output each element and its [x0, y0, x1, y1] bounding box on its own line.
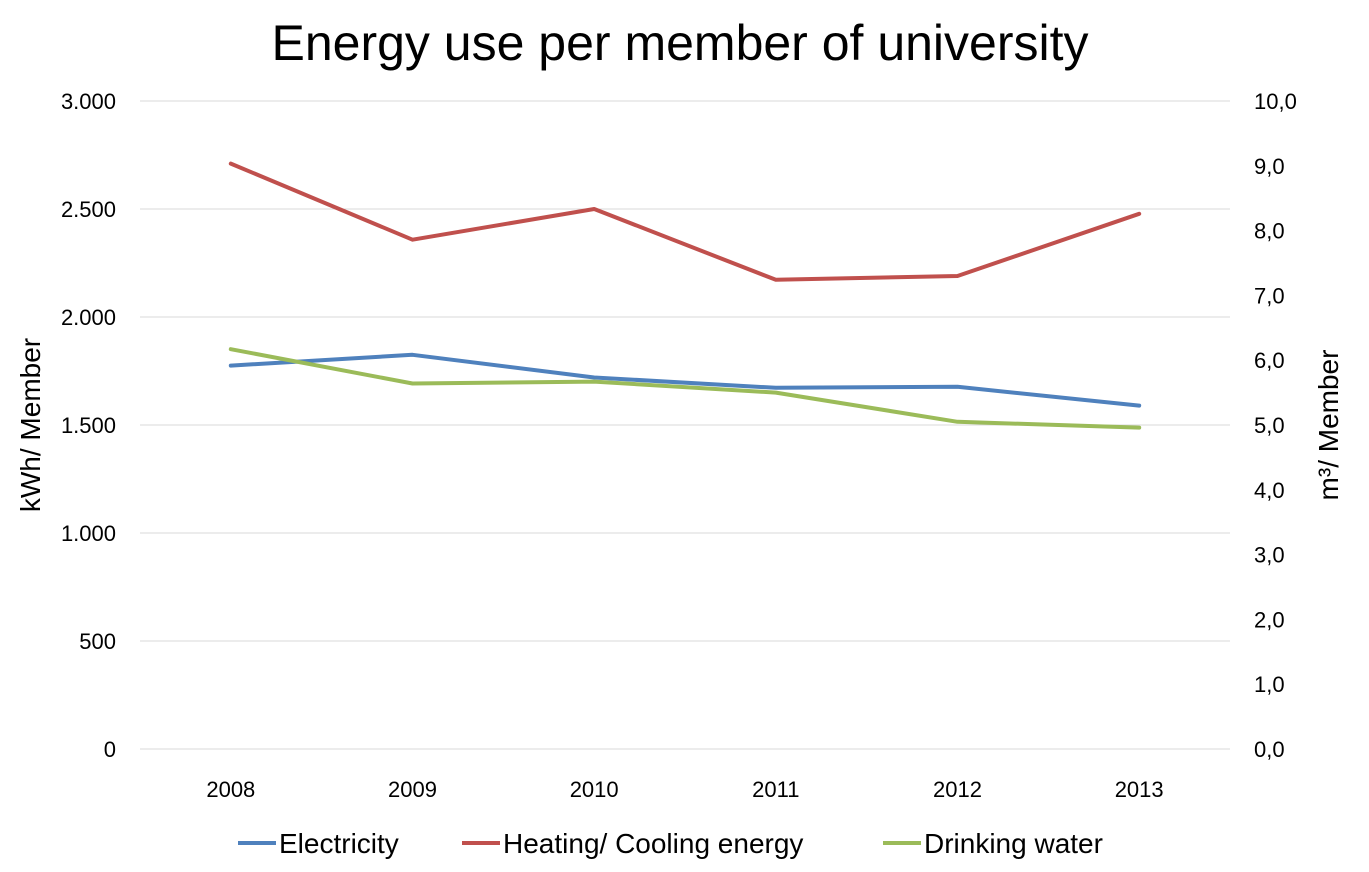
- left-tick-label: 3.000: [61, 89, 116, 114]
- x-tick-label: 2012: [933, 777, 982, 802]
- legend: Electricity Heating/ Cooling energy Drinki…: [238, 828, 1103, 859]
- series-lines: [228, 161, 1142, 430]
- right-axis-title: m³/ Member: [1313, 350, 1344, 501]
- right-tick-label: 7,0: [1254, 283, 1285, 308]
- right-tick-label: 10,0: [1254, 89, 1297, 114]
- x-tick-label: 2008: [206, 777, 255, 802]
- right-tick-label: 0,0: [1254, 737, 1285, 762]
- right-tick-label: 6,0: [1254, 348, 1285, 373]
- x-tick-label: 2009: [388, 777, 437, 802]
- right-tick-label: 3,0: [1254, 543, 1285, 568]
- left-axis-ticks: 0 500 1.000 1.500 2.000 2.500 3.000: [61, 89, 116, 762]
- x-tick-label: 2011: [752, 777, 799, 802]
- legend-label: Electricity: [279, 828, 399, 859]
- right-tick-label: 4,0: [1254, 478, 1285, 503]
- right-tick-label: 5,0: [1254, 413, 1285, 438]
- left-tick-label: 500: [79, 629, 116, 654]
- right-axis-ticks: 0,0 1,0 2,0 3,0 4,0 5,0 6,0 7,0 8,0 9,0 10,0: [1254, 89, 1297, 762]
- left-axis-title: kWh/ Member: [15, 338, 46, 512]
- right-tick-label: 2,0: [1254, 607, 1285, 632]
- right-tick-label: 9,0: [1254, 154, 1285, 179]
- left-tick-label: 0: [104, 737, 116, 762]
- left-tick-label: 2.500: [61, 197, 116, 222]
- gridlines: [140, 100, 1230, 750]
- legend-label: Heating/ Cooling energy: [503, 828, 803, 859]
- x-axis-ticks: 2008 2009 2010 2011 2012 2013: [206, 777, 1163, 802]
- series-line: [228, 352, 1142, 408]
- left-tick-label: 2.000: [61, 305, 116, 330]
- right-tick-label: 1,0: [1254, 672, 1285, 697]
- x-tick-label: 2010: [570, 777, 619, 802]
- series-line: [228, 161, 1142, 282]
- right-tick-label: 8,0: [1254, 219, 1285, 244]
- left-tick-label: 1.500: [61, 413, 116, 438]
- x-tick-label: 2013: [1115, 777, 1164, 802]
- legend-label: Drinking water: [924, 828, 1103, 859]
- series-line: [228, 347, 1142, 430]
- left-tick-label: 1.000: [61, 521, 116, 546]
- chart-title: Energy use per member of university: [271, 15, 1088, 71]
